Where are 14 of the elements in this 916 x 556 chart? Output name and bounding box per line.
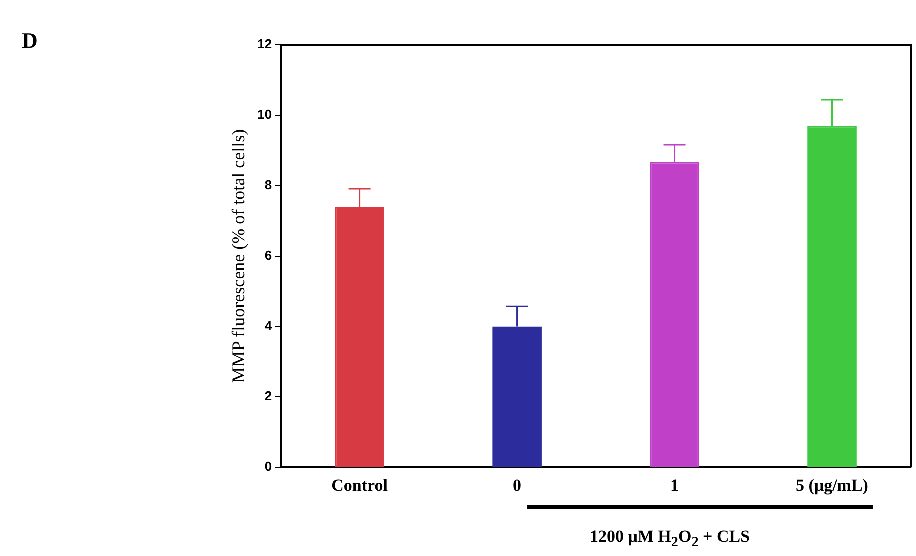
y-tick-label: 4 — [264, 318, 273, 334]
text: D — [22, 28, 38, 54]
x-tick-label: 0 — [513, 476, 522, 496]
y-tick-label: 10 — [258, 107, 272, 122]
text: 1200 μM H$_{2}$O$_{2}$ + CLS — [590, 527, 750, 552]
y-axis-title: MMP fluorescene (% of total cells) — [228, 129, 249, 384]
y-tick-label: 12 — [258, 36, 272, 52]
x-tick-label: Control — [332, 476, 388, 496]
y-tick-label: 2 — [264, 388, 272, 404]
y-tick-label: 8 — [264, 177, 272, 192]
y-tick-label: 6 — [264, 248, 272, 263]
x-tick-label: 5 (μg/mL) — [796, 476, 868, 496]
x-tick-label: 1 — [670, 476, 680, 496]
y-tick-label: 0 — [264, 459, 272, 474]
